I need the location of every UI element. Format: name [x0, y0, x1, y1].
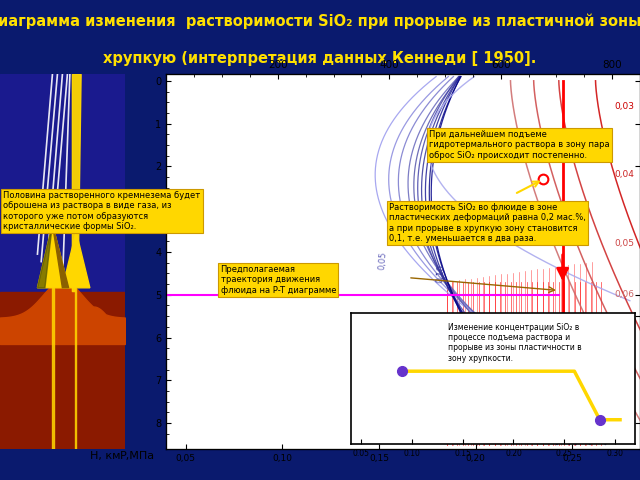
Text: 0,03: 0,03 [615, 102, 635, 111]
Text: Растворимость SiO₂ во флюиде в зоне
пластических деформаций равна 0,2 мас.%,
а п: Растворимость SiO₂ во флюиде в зоне плас… [388, 203, 586, 243]
Text: Диаграмма изменения  растворимости SiO₂ при прорыве из пластичной зоны в: Диаграмма изменения растворимости SiO₂ п… [0, 13, 640, 29]
Polygon shape [72, 74, 81, 291]
Polygon shape [63, 232, 90, 288]
Text: 0,05: 0,05 [615, 239, 635, 248]
Polygon shape [52, 288, 54, 449]
Polygon shape [75, 288, 76, 449]
Text: Н, км: Н, км [90, 451, 121, 461]
Text: Предполагаемая
траектория движения
флюида на P-T диаграмме: Предполагаемая траектория движения флюид… [221, 265, 336, 295]
Bar [0, 291, 125, 449]
Polygon shape [38, 224, 68, 288]
Text: 0,04: 0,04 [615, 170, 635, 180]
Text: Изменение концентрации SiO₂ в
процессе подъема раствора и
прорыве из зоны пласти: Изменение концентрации SiO₂ в процессе п… [447, 323, 581, 363]
Text: 0,06: 0,06 [615, 290, 635, 299]
Polygon shape [52, 224, 68, 288]
Text: При дальнейшем подъеме
гидротермального раствора в зону пара
оброс SiO₂ происход: При дальнейшем подъеме гидротермального … [429, 130, 610, 160]
Text: 0,05: 0,05 [378, 251, 388, 270]
Text: Р,МПа: Р,МПа [120, 451, 155, 461]
Polygon shape [38, 224, 52, 288]
Bar [0, 74, 125, 291]
Text: Половина растворенного кремнезема будет
оброшена из раствора в виде газа, из
кот: Половина растворенного кремнезема будет … [3, 191, 200, 231]
Text: 0,10: 0,10 [436, 264, 446, 283]
Text: хрупкую (интерпретация данных Кеннеди [ 1950].: хрупкую (интерпретация данных Кеннеди [ … [103, 50, 537, 66]
